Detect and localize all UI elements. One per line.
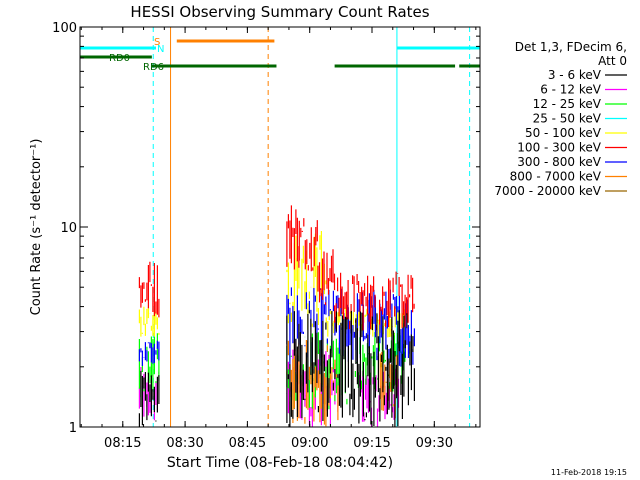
y-tick-label: 10 <box>60 221 77 236</box>
x-tick-label: 08:30 <box>166 436 203 451</box>
legend-entry-label: 6 - 12 keV <box>540 83 602 97</box>
legend-entry-label: 12 - 25 keV <box>533 97 602 111</box>
x-tick-label: 09:00 <box>291 436 328 451</box>
footer-timestamp: 11-Feb-2018 19:15 <box>551 468 627 477</box>
series-3-6-kev <box>138 310 415 427</box>
legend-header-line1: Det 1,3, FDecim 6, <box>515 40 627 54</box>
y-axis-ticks: 1 10 100 <box>52 21 480 436</box>
series-segment <box>317 249 336 306</box>
legend-entry-label: 800 - 7000 keV <box>510 170 602 184</box>
series-segment <box>138 261 160 318</box>
legend-entry-label: 50 - 100 keV <box>525 126 602 140</box>
series-segment <box>286 205 300 270</box>
plot-marks <box>79 27 471 427</box>
series-segment <box>138 306 160 337</box>
series-segment <box>286 310 415 427</box>
legend-entry-label: 100 - 300 keV <box>517 141 601 155</box>
series-segment <box>334 271 415 331</box>
legend-entry-label: 300 - 800 keV <box>517 155 601 169</box>
flag-label-n: N <box>157 44 164 55</box>
x-axis-ticks: 08:15 08:30 08:45 09:00 09:15 09:30 <box>80 27 477 451</box>
x-tick-label: 08:45 <box>229 436 266 451</box>
x-tick-label: 09:15 <box>353 436 390 451</box>
series-segment <box>138 370 160 427</box>
y-tick-label: 100 <box>52 21 77 36</box>
legend-header-line2: Att 0 <box>598 54 627 68</box>
y-axis-label: Count Rate (s⁻¹ detector⁻¹) <box>29 139 44 316</box>
instrument-flags: RD0 RD6 SN <box>80 37 480 73</box>
x-tick-label: 08:15 <box>104 436 141 451</box>
flag-label-rd6: RD6 <box>143 62 164 73</box>
legend-entry-label: 7000 - 20000 keV <box>494 184 601 198</box>
series-segment <box>325 307 405 338</box>
legend-entry-label: 3 - 6 keV <box>548 68 602 82</box>
series-segment <box>138 340 160 366</box>
flag-label-s: S <box>154 37 160 48</box>
chart-title: HESSI Observing Summary Count Rates <box>130 3 429 21</box>
flag-label-rd0: RD0 <box>109 53 130 64</box>
x-tick-label: 09:30 <box>416 436 453 451</box>
series-100-300-kev <box>138 205 415 331</box>
y-tick-label: 1 <box>69 421 77 436</box>
x-axis-label: Start Time (08-Feb-18 08:04:42) <box>167 455 393 471</box>
legend-entry-label: 25 - 50 keV <box>533 112 602 126</box>
series-50-100-kev <box>138 231 405 338</box>
series-segment <box>298 218 318 272</box>
